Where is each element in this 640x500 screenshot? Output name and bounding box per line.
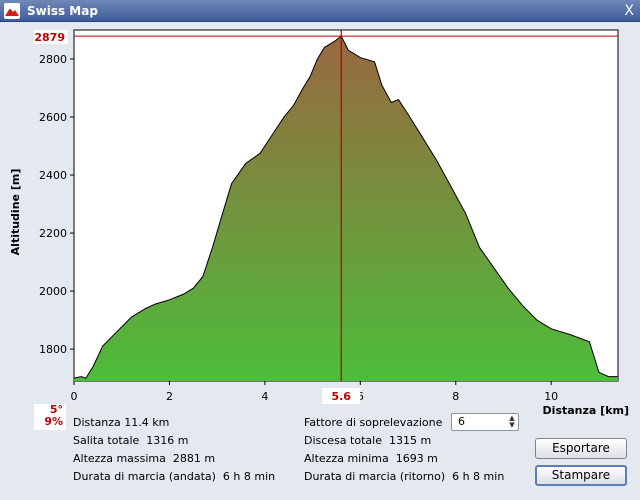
fattore-value[interactable]: 6 <box>458 415 465 428</box>
stat-altezza-minima: Altezza minima 1693 m <box>304 452 438 465</box>
x-tick-label: 8 <box>452 390 459 403</box>
fattore-spinner[interactable]: 6 ▲ ▼ <box>451 413 519 431</box>
close-button[interactable]: X <box>624 3 634 19</box>
x-tick-label: 6 <box>357 390 364 403</box>
spinner-up-icon[interactable]: ▲ <box>509 414 515 422</box>
stat-distanza: Distanza 11.4 km <box>73 416 170 429</box>
elevation-chart: 1800 2000 2200 2400 2600 2800 0 2 4 6 8 10 2879 5.… <box>9 29 629 417</box>
x-axis-title: Distanza [km] <box>543 404 629 417</box>
y-tick-label: 2800 <box>39 53 67 66</box>
x-tick-label: 4 <box>261 390 268 403</box>
y-tick-label: 1800 <box>39 343 67 356</box>
stat-salita-totale: Salita totale 1316 m <box>73 434 189 447</box>
x-tick-label: 0 <box>71 390 78 403</box>
elevation-area <box>74 36 618 381</box>
stat-discesa-totale: Discesa totale 1315 m <box>304 434 432 447</box>
max-altitude-label: 2879 <box>34 31 65 44</box>
print-button[interactable]: Stampare <box>535 465 627 486</box>
y-axis-ticks: 1800 2000 2200 2400 2600 2800 <box>39 53 74 356</box>
slope-indicator: 5° 9% <box>34 404 66 430</box>
position-label-bg <box>322 388 361 404</box>
y-tick-label: 2400 <box>39 169 67 182</box>
y-tick-label: 2600 <box>39 111 67 124</box>
slope-percent: 9% <box>44 415 63 428</box>
title-bar: Swiss Map X <box>0 0 640 22</box>
y-axis-title: Altitudine [m] <box>9 169 22 256</box>
window-title: Swiss Map <box>27 4 98 18</box>
x-tick-label: 10 <box>544 390 558 403</box>
elevation-profile-line <box>73 35 618 379</box>
stat-durata-andata: Durata di marcia (andata) 6 h 8 min <box>73 470 276 483</box>
spinner-arrows: ▲ ▼ <box>507 415 517 429</box>
stat-altezza-massima: Altezza massima 2881 m <box>73 452 216 465</box>
export-button[interactable]: Esportare <box>535 438 627 459</box>
max-label-bg <box>34 30 68 44</box>
y-tick-label: 2000 <box>39 285 67 298</box>
stat-durata-ritorno: Durata di marcia (ritorno) 6 h 8 min <box>304 470 505 483</box>
position-marker-label: 5.6 <box>331 390 351 403</box>
x-axis-ticks: 0 2 4 6 8 10 <box>71 381 558 403</box>
spinner-down-icon[interactable]: ▼ <box>509 421 515 429</box>
x-tick-label: 2 <box>166 390 173 403</box>
swiss-map-icon <box>4 3 20 19</box>
fattore-label: Fattore di soprelevazione <box>304 416 443 429</box>
slope-degrees: 5° <box>49 403 63 416</box>
y-tick-label: 2200 <box>39 227 67 240</box>
